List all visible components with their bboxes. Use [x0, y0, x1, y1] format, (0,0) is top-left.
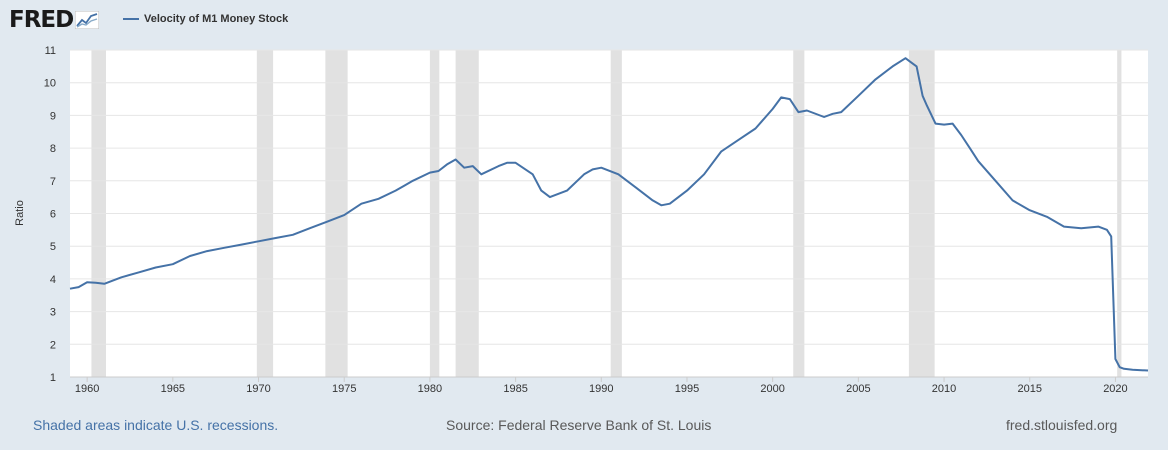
site-link[interactable]: fred.stlouisfed.org	[1006, 417, 1118, 433]
series-layer	[69, 57, 1149, 372]
x-tick-label: 2000	[760, 383, 784, 395]
x-tick-label: 1960	[75, 383, 99, 395]
y-tick-label: 6	[50, 209, 56, 221]
y-tick-label: 7	[50, 176, 56, 188]
y-tick-label: 4	[50, 274, 56, 286]
y-tick-label: 3	[50, 307, 56, 319]
legend-swatch	[123, 18, 139, 20]
x-tick-label: 2010	[932, 383, 956, 395]
gridlines	[70, 49, 1148, 378]
x-axis: 1960 1965 1970 1975 1980 1985 1990 1995 2000 2005…	[75, 377, 1128, 395]
y-axis-label: Ratio	[14, 200, 26, 226]
x-tick-label: 1970	[246, 383, 270, 395]
x-tick-label: 1990	[589, 383, 613, 395]
legend-label: Velocity of M1 Money Stock	[144, 13, 289, 25]
y-tick-label: 5	[50, 241, 56, 253]
y-tick-label: 9	[50, 110, 56, 122]
y-axis: 1 2 3 4 5 6 7 8 9 10 11	[44, 45, 56, 384]
chart[interactable]: 1960 1965 1970 1975 1980 1985 1990 1995 2000 2005…	[0, 0, 1168, 410]
chart-legend[interactable]: Velocity of M1 Money Stock	[123, 13, 288, 25]
x-tick-label: 2015	[1018, 383, 1042, 395]
x-tick-label: 1985	[503, 383, 527, 395]
source-text: Source: Federal Reserve Bank of St. Loui…	[446, 417, 712, 433]
y-tick-label: 8	[50, 143, 56, 155]
x-tick-label: 1975	[332, 383, 356, 395]
recession-note-link[interactable]: Shaded areas indicate U.S. recessions.	[33, 417, 279, 433]
y-tick-label: 2	[50, 339, 56, 351]
series-line-0[interactable]	[69, 57, 1149, 372]
y-tick-label: 11	[45, 45, 56, 57]
fred-logo[interactable]: FRED	[9, 6, 100, 34]
logo-text: FRED	[9, 7, 74, 33]
x-tick-label: 2005	[846, 383, 870, 395]
line-graph-icon	[75, 11, 100, 29]
y-tick-label: 1	[50, 372, 56, 384]
x-tick-label: 1980	[418, 383, 442, 395]
x-tick-label: 2020	[1103, 383, 1127, 395]
x-tick-label: 1965	[161, 383, 185, 395]
x-tick-label: 1995	[675, 383, 699, 395]
y-tick-label: 10	[44, 78, 56, 90]
